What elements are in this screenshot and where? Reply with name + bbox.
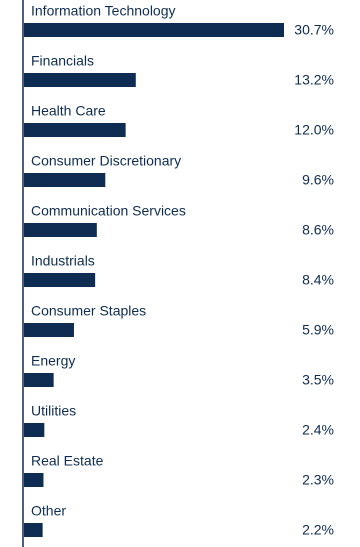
category-label: Industrials bbox=[31, 253, 95, 269]
value-label: 8.6% bbox=[302, 222, 334, 238]
bar bbox=[24, 123, 126, 137]
category-label: Other bbox=[31, 503, 66, 519]
category-label: Consumer Discretionary bbox=[31, 153, 181, 169]
value-label: 2.2% bbox=[302, 522, 334, 538]
value-label: 8.4% bbox=[302, 272, 334, 288]
bar bbox=[24, 523, 43, 537]
bar bbox=[24, 223, 97, 237]
bar bbox=[24, 423, 45, 437]
value-label: 9.6% bbox=[302, 172, 334, 188]
category-label: Utilities bbox=[31, 403, 76, 419]
value-label: 12.0% bbox=[294, 122, 334, 138]
category-label: Health Care bbox=[31, 103, 106, 119]
bar bbox=[24, 273, 96, 287]
bar bbox=[24, 73, 136, 87]
category-label: Information Technology bbox=[31, 3, 176, 19]
value-label: 2.3% bbox=[302, 472, 334, 488]
category-label: Financials bbox=[31, 53, 94, 69]
category-label: Energy bbox=[31, 353, 75, 369]
bar bbox=[24, 173, 106, 187]
value-label: 30.7% bbox=[294, 22, 334, 38]
bar bbox=[24, 323, 74, 337]
value-label: 13.2% bbox=[294, 72, 334, 88]
value-label: 3.5% bbox=[302, 372, 334, 388]
value-label: 5.9% bbox=[302, 322, 334, 338]
bar bbox=[24, 373, 54, 387]
bar bbox=[24, 23, 284, 37]
category-label: Communication Services bbox=[31, 203, 186, 219]
category-label: Consumer Staples bbox=[31, 303, 146, 319]
bar bbox=[24, 473, 44, 487]
value-label: 2.4% bbox=[302, 422, 334, 438]
category-label: Real Estate bbox=[31, 453, 104, 469]
